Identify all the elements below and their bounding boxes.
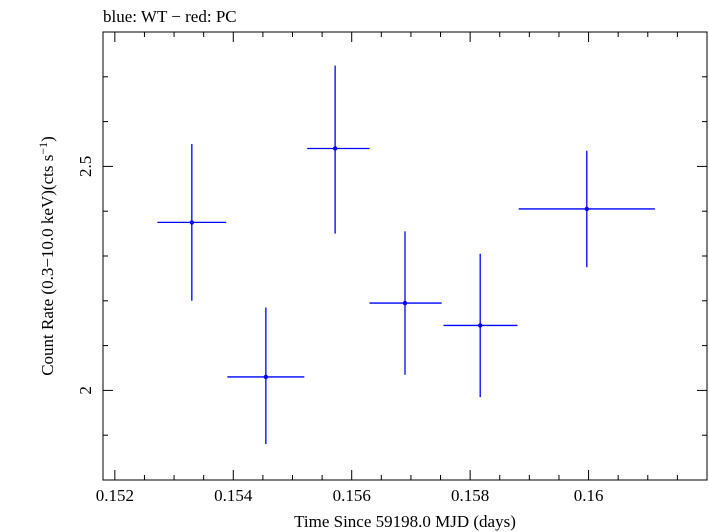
data-point [307, 65, 370, 234]
chart-title: blue: WT − red: PC [103, 7, 237, 26]
x-tick-label: 0.16 [574, 486, 604, 505]
point-marker [263, 374, 269, 380]
y-tick-label: 2 [76, 386, 95, 395]
data-point [518, 150, 655, 268]
axis-ticks [103, 31, 708, 481]
point-marker [189, 220, 195, 225]
axis-tick-labels: 0.152 0.154 0.156 0.158 0.16 2 2.5 [76, 156, 603, 505]
point-marker [402, 300, 408, 306]
data-series [157, 65, 655, 445]
x-tick-label: 0.158 [451, 486, 489, 505]
x-tick-label: 0.156 [333, 486, 371, 505]
y-axis-label-exponent: −1 [36, 142, 50, 155]
data-point [227, 307, 305, 445]
y-axis-label-close: ) [38, 136, 57, 142]
y-axis-label: Count Rate (0.3−10.0 keV)(cts s−1) [36, 136, 57, 376]
y-axis-label-main: Count Rate (0.3−10.0 keV)(cts s [38, 155, 57, 376]
y-tick-label: 2.5 [76, 156, 95, 177]
data-point [157, 144, 227, 301]
point-marker [478, 323, 483, 328]
data-point [369, 231, 442, 375]
x-tick-label: 0.154 [214, 486, 253, 505]
point-marker [584, 206, 589, 212]
data-point [443, 253, 518, 398]
x-tick-label: 0.152 [96, 486, 134, 505]
x-axis-label: Time Since 59198.0 MJD (days) [294, 512, 516, 531]
point-marker [332, 146, 338, 151]
